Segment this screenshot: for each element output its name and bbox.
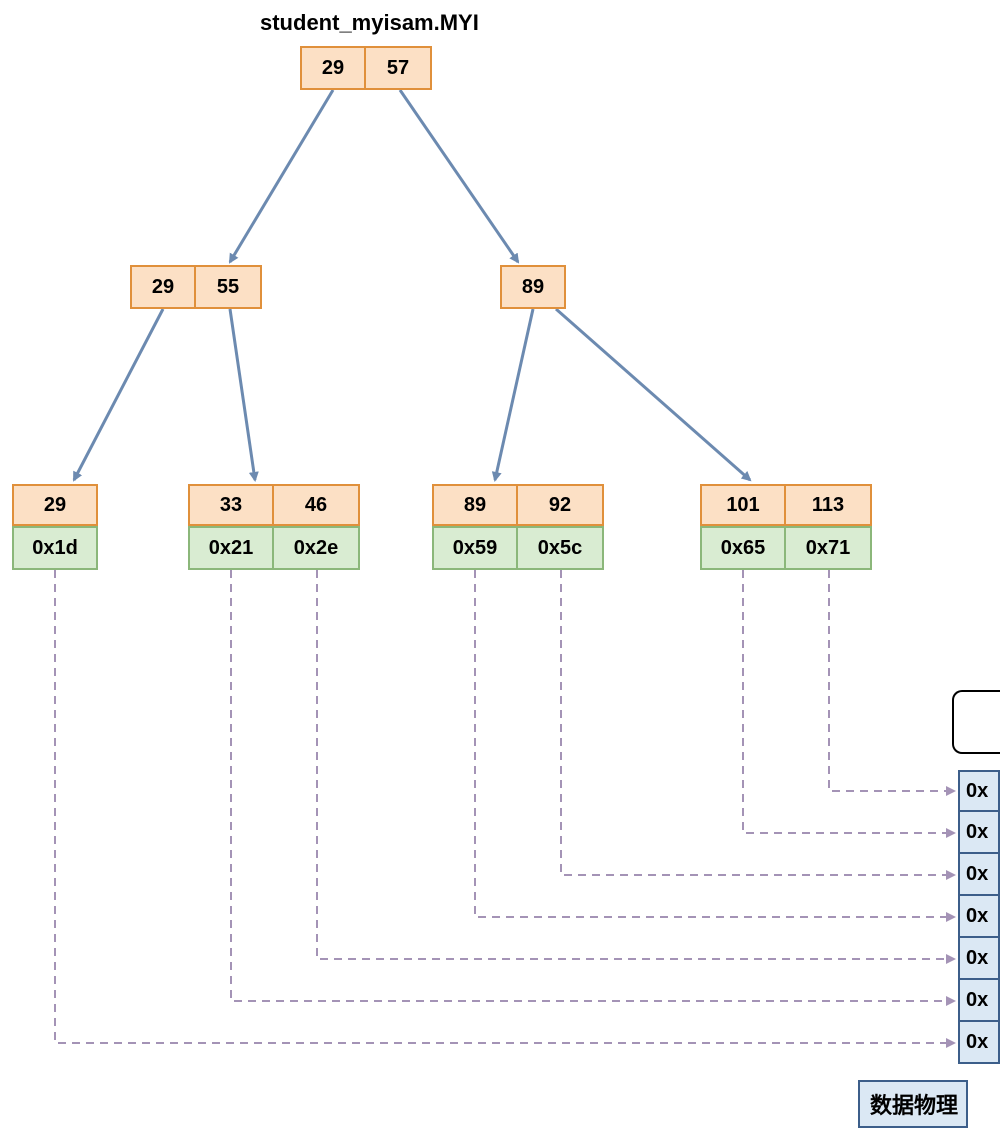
leaf-val-row: 0x1d bbox=[12, 526, 98, 570]
leaf-val-cell: 0x65 bbox=[700, 526, 786, 570]
tree-edge bbox=[230, 90, 333, 262]
pointer-link bbox=[55, 570, 954, 1043]
tree-edge bbox=[230, 309, 255, 480]
table-bracket bbox=[952, 690, 1000, 754]
leaf-key-cell: 46 bbox=[274, 484, 360, 526]
leaf-val-cell: 0x1d bbox=[12, 526, 98, 570]
tree-edge bbox=[495, 309, 533, 480]
btree-key-cell: 29 bbox=[130, 265, 196, 309]
btree-key-cell: 57 bbox=[366, 46, 432, 90]
leaf-key-row: 8992 bbox=[432, 484, 604, 526]
pointer-link bbox=[475, 570, 954, 917]
btree-key-cell: 55 bbox=[196, 265, 262, 309]
data-row: 0x bbox=[958, 854, 1000, 896]
leaf-key-cell: 29 bbox=[12, 484, 98, 526]
data-row: 0x bbox=[958, 770, 1000, 812]
data-row: 0x bbox=[958, 938, 1000, 980]
tree-edge bbox=[556, 309, 750, 480]
leaf-key-cell: 89 bbox=[432, 484, 518, 526]
btree-key-cell: 89 bbox=[500, 265, 566, 309]
leaf-key-row: 101113 bbox=[700, 484, 872, 526]
diagram-title: student_myisam.MYI bbox=[260, 10, 479, 36]
leaf-val-cell: 0x5c bbox=[518, 526, 604, 570]
pointer-link bbox=[231, 570, 954, 1001]
leaf-val-row: 0x210x2e bbox=[188, 526, 360, 570]
pointer-link bbox=[743, 570, 954, 833]
btree-node: 2957 bbox=[300, 46, 432, 90]
leaf-key-row: 3346 bbox=[188, 484, 360, 526]
leaf-key-cell: 33 bbox=[188, 484, 274, 526]
tree-edge bbox=[74, 309, 163, 480]
pointer-link bbox=[561, 570, 954, 875]
data-row: 0x bbox=[958, 1022, 1000, 1064]
data-row: 0x bbox=[958, 896, 1000, 938]
leaf-key-row: 29 bbox=[12, 484, 98, 526]
leaf-key-cell: 113 bbox=[786, 484, 872, 526]
tree-edge bbox=[400, 90, 518, 262]
data-table: 0x0x0x0x0x0x0x bbox=[958, 770, 1000, 1064]
btree-key-cell: 29 bbox=[300, 46, 366, 90]
data-row: 0x bbox=[958, 980, 1000, 1022]
diagram-stage: student_myisam.MYI 2957295589290x1d33460… bbox=[0, 0, 1000, 1134]
data-row: 0x bbox=[958, 812, 1000, 854]
pointer-link bbox=[317, 570, 954, 959]
leaf-val-cell: 0x2e bbox=[274, 526, 360, 570]
leaf-val-cell: 0x71 bbox=[786, 526, 872, 570]
leaf-val-cell: 0x59 bbox=[432, 526, 518, 570]
leaf-val-row: 0x650x71 bbox=[700, 526, 872, 570]
leaf-val-row: 0x590x5c bbox=[432, 526, 604, 570]
btree-node: 89 bbox=[500, 265, 566, 309]
leaf-key-cell: 101 bbox=[700, 484, 786, 526]
btree-node: 2955 bbox=[130, 265, 262, 309]
leaf-val-cell: 0x21 bbox=[188, 526, 274, 570]
leaf-key-cell: 92 bbox=[518, 484, 604, 526]
pointer-link bbox=[829, 570, 954, 791]
data-caption: 数据物理 bbox=[858, 1080, 968, 1128]
